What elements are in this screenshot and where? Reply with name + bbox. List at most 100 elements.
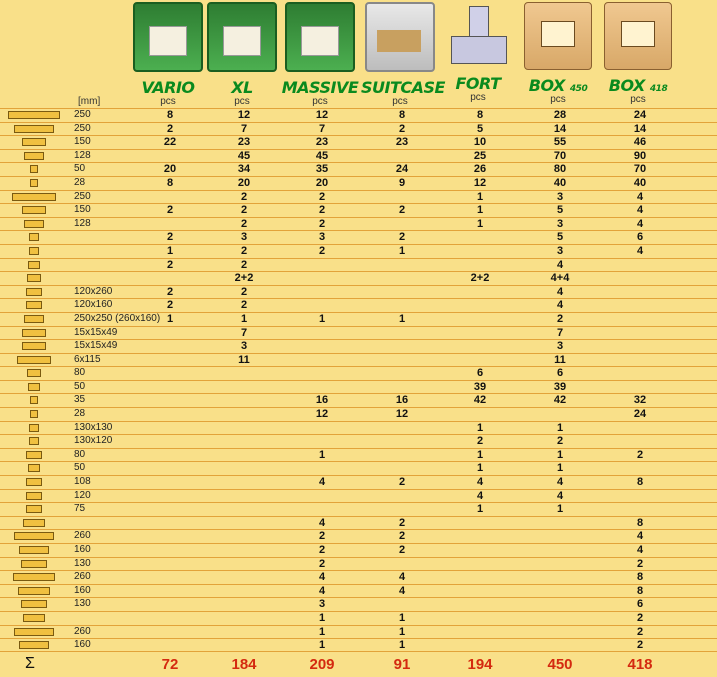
piece-count: 10 [473,136,487,149]
piece-count: 2 [166,258,174,271]
product-name: BOX 418 [599,76,677,95]
piece-count: 1 [318,625,326,638]
dimension-label: 50 [74,462,86,474]
wood-piece-icon [22,138,46,147]
dimension-label: 250 [74,109,91,120]
wood-piece-icon [8,111,60,119]
piece-count: 4 [636,190,644,203]
product-name: MASSIVE [281,78,359,97]
table-row: 2+2 2+2 4+4 [0,271,717,285]
piece-count: 2 [398,231,406,244]
piece-count: 2 [636,625,644,638]
piece-count: 6 [636,598,644,611]
piece-count: 1 [318,639,326,652]
table-row: 120x160 2 2 4 [0,298,717,312]
table-row: 150 2 2 2 2 1 5 4 [0,203,717,217]
piece-count: 23 [237,136,251,149]
product-name-text: BOX [528,76,566,95]
piece-count: 11 [554,353,566,366]
piece-count: 45 [237,149,251,162]
wood-piece-icon [22,328,46,337]
piece-count: 4 [398,584,406,597]
piece-count: 11 [238,353,250,366]
dimension-label: 75 [74,503,86,515]
piece-count: 4 [318,476,326,489]
totals-row: Σ 72 184 209 91 194 450 418 [0,651,717,677]
piece-count: 1 [398,312,406,325]
dimension-label: 250 [74,122,91,134]
product-name: BOX 450 [519,76,597,95]
table-row: 250 8 12 12 8 8 28 24 [0,108,717,122]
wood-piece-icon [29,246,39,255]
wood-piece-icon [30,178,38,187]
product-column-4: FORT pcs [439,2,517,103]
piece-count: 40 [633,176,647,189]
piece-count: 1 [398,625,406,638]
piece-count: 1 [476,217,484,230]
product-name: FORT [439,74,517,93]
parts-table: 250 8 12 12 8 8 28 24 250 2 7 7 2 5 14 14 150 22 23 23 23 10 5… [0,108,717,652]
piece-count: 1 [476,448,484,461]
piece-count: 3 [556,244,564,257]
piece-count: 5 [556,231,564,244]
header: VARIO pcs XL pcs MASSIVE pcs SUITCASE pcs FORT pc… [0,0,717,108]
table-row: 250 2 7 7 2 5 14 14 [0,121,717,136]
piece-count: 12 [473,176,487,189]
product-name-suffix: 450 [569,84,588,94]
piece-count: 1 [318,611,326,624]
dimension-label: 50 [74,380,86,392]
dimension-label: 128 [74,149,91,161]
table-row: 2 3 3 2 5 6 [0,230,717,244]
piece-count: 12 [237,109,251,121]
table-row: 128 45 45 25 70 90 [0,148,717,163]
suitcase-green-icon [207,2,277,72]
wood-piece-icon [24,314,44,323]
piece-count: 2 [556,435,564,448]
piece-count: 2+2 [470,272,490,285]
piece-count: 1 [556,503,564,516]
piece-count: 8 [166,176,174,189]
table-row: 120x260 2 2 4 [0,284,717,299]
table-row: 128 2 2 1 3 4 [0,216,717,231]
piece-count: 9 [398,176,406,189]
piece-count: 4 [318,584,326,597]
piece-count: 1 [398,611,406,624]
table-row: 160 2 2 4 [0,543,717,557]
wood-piece-icon [26,287,42,296]
wood-piece-icon [21,600,47,609]
dimension-label: 108 [74,476,91,488]
dimension-label: 128 [74,217,91,229]
piece-count: 5 [476,122,484,135]
wood-piece-icon [19,641,49,650]
total-count: 450 [547,656,573,673]
total-count: 418 [627,656,653,673]
piece-count: 35 [315,163,329,176]
product-column-3: SUITCASE pcs [361,2,445,107]
piece-count: 2 [398,122,406,135]
dimension-label: 130 [74,598,91,610]
dimension-label: 120x160 [74,299,113,311]
piece-count: 2 [240,190,248,203]
table-row: 150 22 23 23 23 10 55 46 [0,135,717,149]
table-row: 80 1 1 1 2 [0,447,717,462]
product-name-text: FORT [455,74,501,93]
table-row: 160 1 1 2 [0,638,717,652]
wood-piece-icon [17,355,51,364]
piece-count: 2 [398,476,406,489]
piece-count: 70 [553,149,567,162]
piece-count: 32 [633,394,647,407]
table-row: 130 2 2 [0,556,717,571]
table-row: 2 2 4 [0,257,717,272]
suitcase-green-icon [133,2,203,72]
piece-count: 7 [240,122,248,135]
piece-count: 3 [318,231,326,244]
dimension-label: 28 [74,408,86,420]
wood-piece-icon [23,518,45,527]
wood-piece-icon [29,437,39,446]
piece-count: 1 [556,421,564,434]
piece-count: 2 [318,190,326,203]
piece-count: 1 [476,204,484,217]
piece-count: 2 [166,122,174,135]
unit-label: pcs [630,94,646,105]
piece-count: 4 [476,476,484,489]
